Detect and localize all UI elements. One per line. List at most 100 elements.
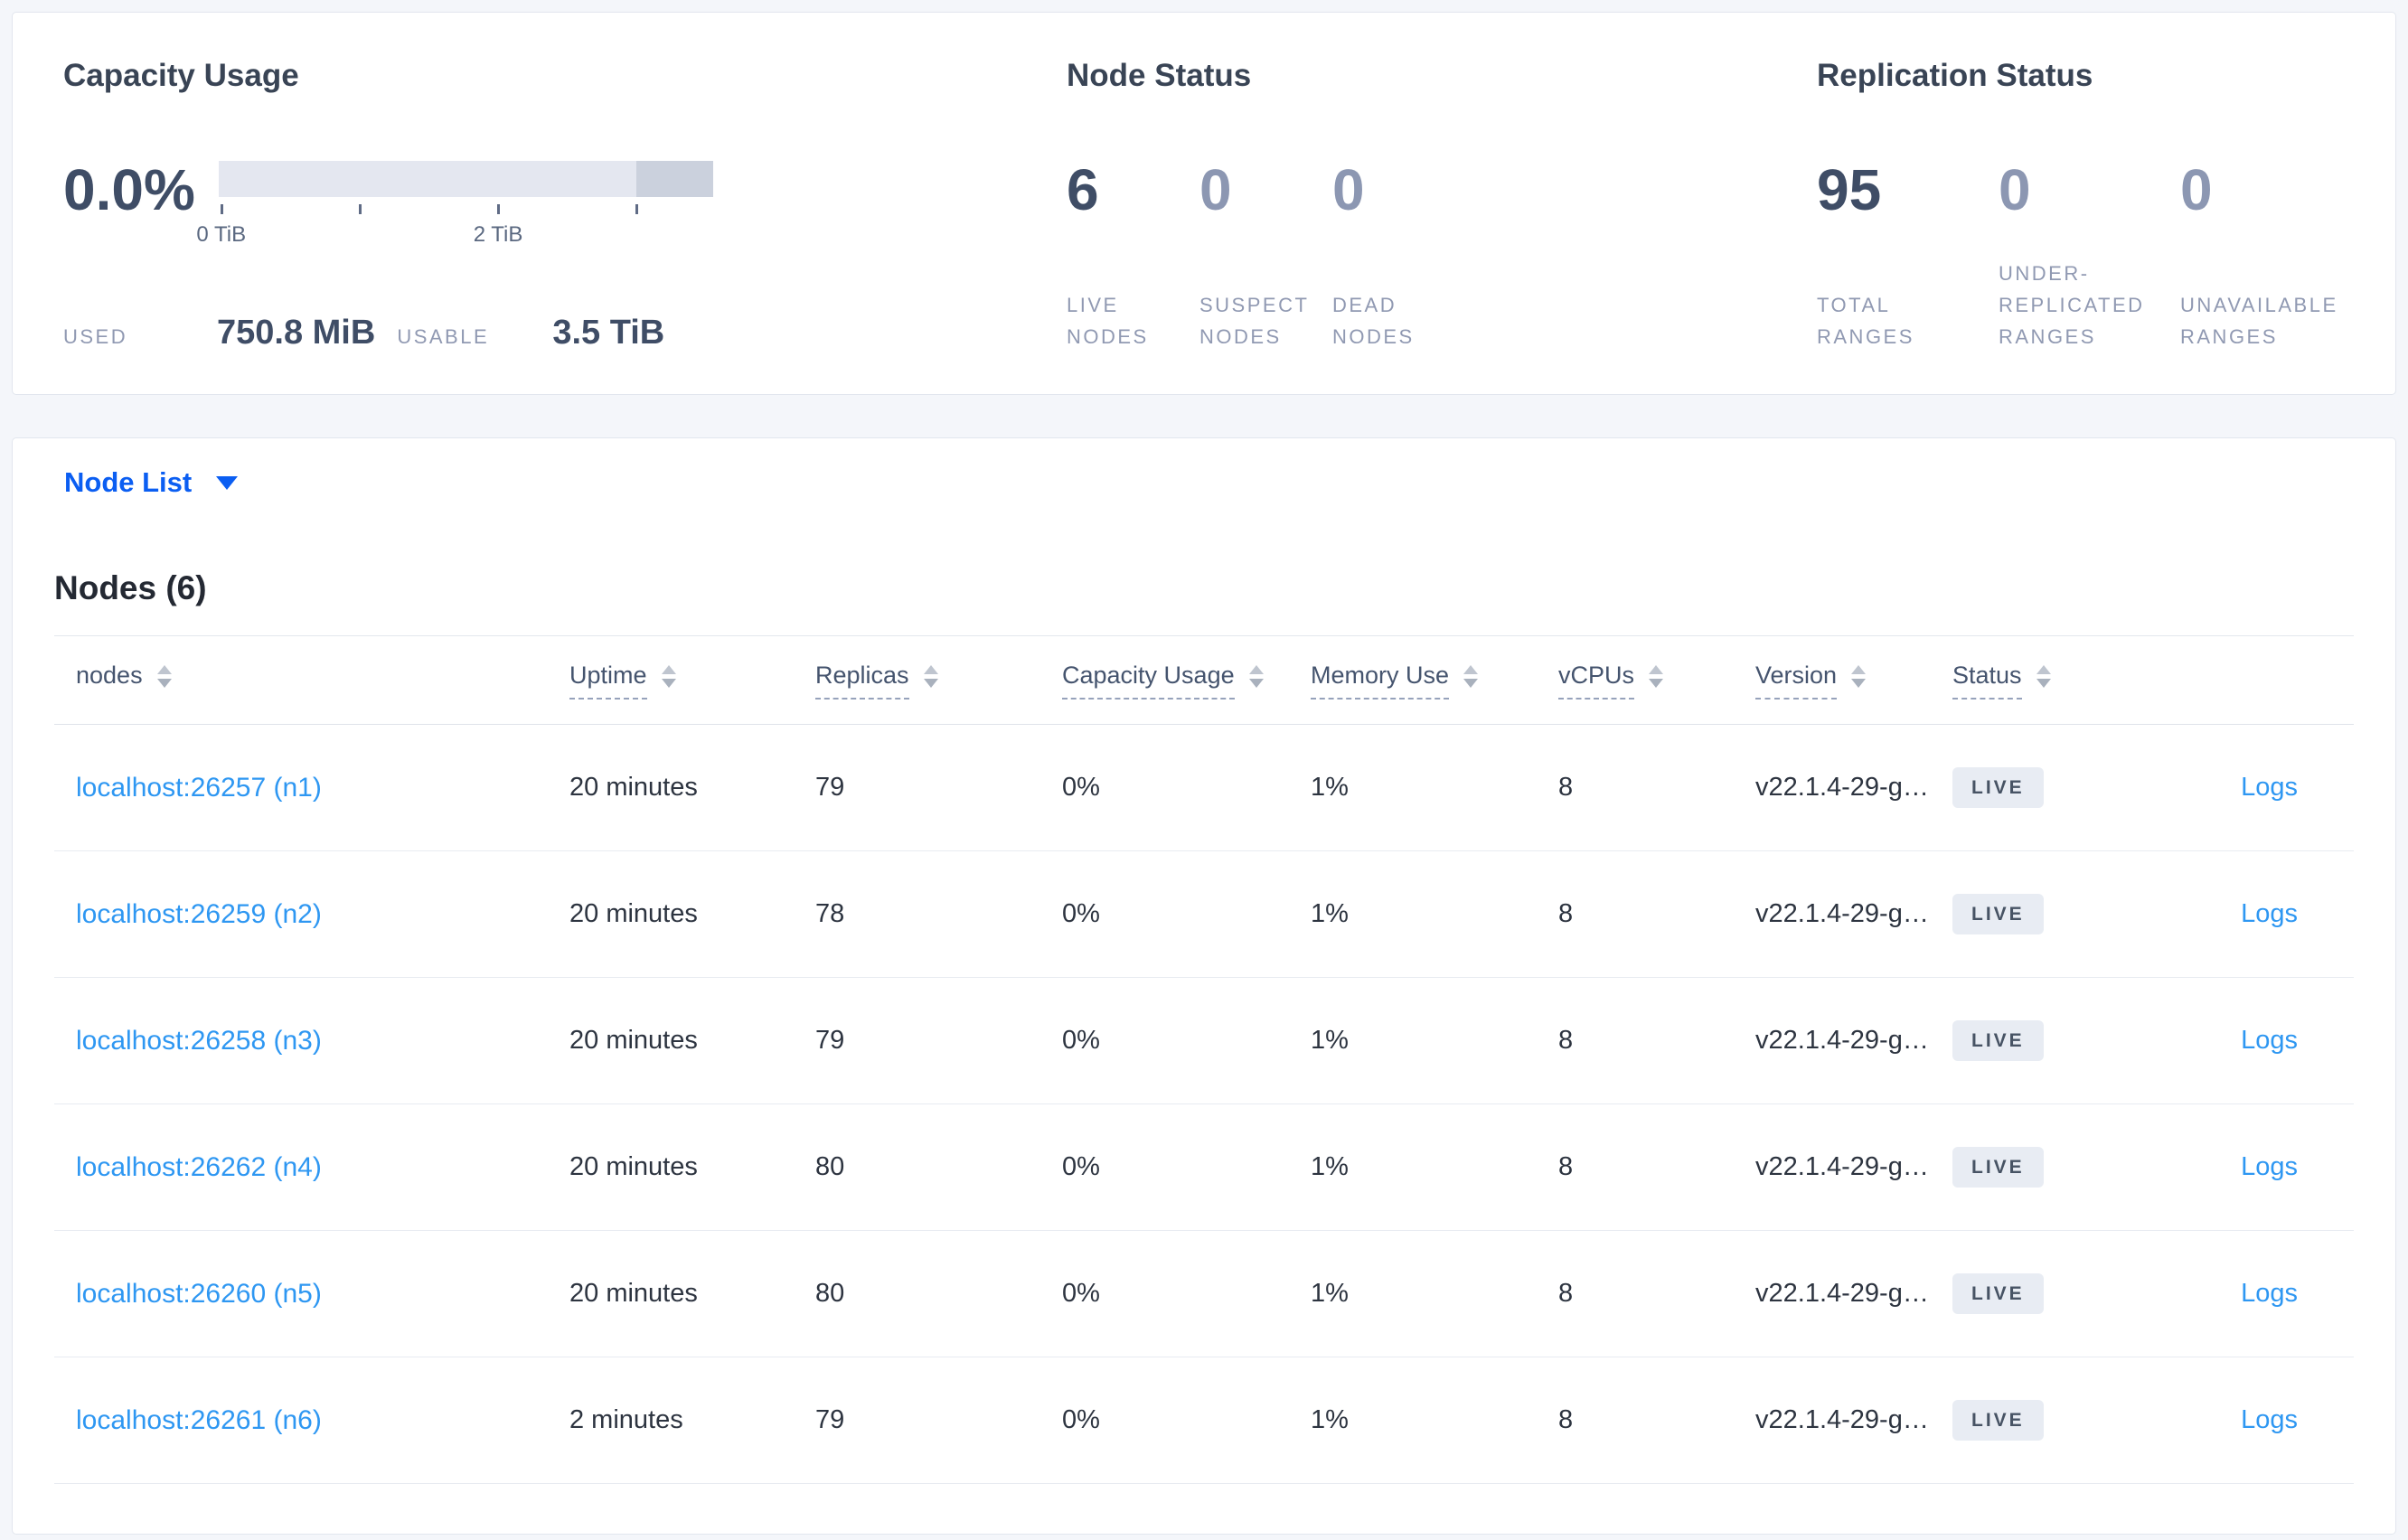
gauge-tick bbox=[635, 204, 639, 214]
nodes-card: Nodes (6) nodes Uptime Replicas Capacity… bbox=[12, 527, 2396, 1535]
sort-icon bbox=[923, 665, 938, 688]
node-status-section: Node Status 6 LIVE NODES 0 SUSPECT NODES… bbox=[1067, 54, 1817, 394]
node-link[interactable]: localhost:26258 (n3) bbox=[76, 1025, 322, 1056]
under-replicated-ranges-count: 0 bbox=[1999, 157, 2031, 222]
unavailable-ranges-metric: 0 UNAVAILABLE RANGES bbox=[2180, 161, 2362, 352]
status-badge: LIVE bbox=[1952, 894, 2044, 934]
vcpus-cell: 8 bbox=[1558, 1279, 1574, 1308]
vcpus-cell: 8 bbox=[1558, 773, 1574, 802]
live-nodes-label: LIVE NODES bbox=[1067, 294, 1149, 348]
logs-link[interactable]: Logs bbox=[2241, 1152, 2298, 1181]
column-header-replicas[interactable]: Replicas bbox=[815, 662, 1062, 700]
suspect-nodes-metric: 0 SUSPECT NODES bbox=[1199, 161, 1332, 352]
version-cell: v22.1.4-29-g… bbox=[1755, 1405, 1929, 1434]
total-ranges-metric: 95 TOTAL RANGES bbox=[1817, 161, 1999, 352]
replication-status-title: Replication Status bbox=[1817, 58, 2093, 93]
node-link[interactable]: localhost:26257 (n1) bbox=[76, 772, 322, 803]
table-row: localhost:26260 (n5) 20 minutes 80 0% 1%… bbox=[54, 1231, 2354, 1357]
usable-label: USABLE bbox=[397, 325, 490, 348]
replicas-cell: 80 bbox=[815, 1152, 845, 1181]
memory-use-cell: 1% bbox=[1311, 1405, 1349, 1434]
status-badge: LIVE bbox=[1952, 1147, 2044, 1188]
memory-use-cell: 1% bbox=[1311, 899, 1349, 928]
column-header-vcpus[interactable]: vCPUs bbox=[1558, 662, 1755, 700]
chevron-down-icon bbox=[216, 475, 239, 490]
node-list-dropdown-label: Node List bbox=[64, 466, 193, 498]
status-badge: LIVE bbox=[1952, 1020, 2044, 1061]
gauge-tick bbox=[497, 204, 501, 214]
capacity-usage-cell: 0% bbox=[1062, 1405, 1100, 1434]
status-badge: LIVE bbox=[1952, 1273, 2044, 1314]
used-label: USED bbox=[63, 325, 128, 348]
logs-link[interactable]: Logs bbox=[2241, 899, 2298, 928]
sort-icon bbox=[1851, 665, 1867, 688]
dead-nodes-label: DEAD NODES bbox=[1332, 294, 1415, 348]
replicas-cell: 79 bbox=[815, 1026, 845, 1055]
logs-link[interactable]: Logs bbox=[2241, 1405, 2298, 1434]
uptime-cell: 2 minutes bbox=[569, 1405, 683, 1434]
replicas-cell: 79 bbox=[815, 1405, 845, 1434]
replicas-cell: 80 bbox=[815, 1279, 845, 1308]
sort-icon bbox=[2036, 665, 2051, 688]
version-cell: v22.1.4-29-g… bbox=[1755, 899, 1929, 928]
uptime-cell: 20 minutes bbox=[569, 773, 698, 802]
used-value: 750.8 MiB bbox=[217, 314, 376, 352]
memory-use-cell: 1% bbox=[1311, 773, 1349, 802]
live-nodes-count: 6 bbox=[1067, 157, 1099, 222]
vcpus-cell: 8 bbox=[1558, 1405, 1574, 1434]
node-link[interactable]: localhost:26259 (n2) bbox=[76, 898, 322, 929]
logs-link[interactable]: Logs bbox=[2241, 1026, 2298, 1055]
dead-nodes-count: 0 bbox=[1332, 157, 1365, 222]
capacity-usage-cell: 0% bbox=[1062, 1279, 1100, 1308]
logs-link[interactable]: Logs bbox=[2241, 773, 2298, 802]
capacity-usage-cell: 0% bbox=[1062, 773, 1100, 802]
version-cell: v22.1.4-29-g… bbox=[1755, 1152, 1929, 1181]
version-cell: v22.1.4-29-g… bbox=[1755, 773, 1929, 802]
table-row: localhost:26258 (n3) 20 minutes 79 0% 1%… bbox=[54, 978, 2354, 1104]
table-row: localhost:26257 (n1) 20 minutes 79 0% 1%… bbox=[54, 725, 2354, 851]
node-list-dropdown[interactable]: Node List bbox=[12, 437, 2396, 528]
capacity-usage-title: Capacity Usage bbox=[63, 58, 299, 93]
nodes-heading: Nodes (6) bbox=[54, 569, 207, 606]
table-row: localhost:26261 (n6) 2 minutes 79 0% 1% … bbox=[54, 1357, 2354, 1484]
replication-status-section: Replication Status 95 TOTAL RANGES 0 UND… bbox=[1817, 54, 2395, 394]
memory-use-cell: 1% bbox=[1311, 1152, 1349, 1181]
capacity-gauge: 0 TiB 2 TiB bbox=[196, 161, 713, 251]
live-nodes-metric: 6 LIVE NODES bbox=[1067, 161, 1199, 352]
capacity-usage-cell: 0% bbox=[1062, 1152, 1100, 1181]
column-header-memory-use[interactable]: Memory Use bbox=[1311, 662, 1558, 700]
gauge-tick-label-2tib: 2 TiB bbox=[473, 222, 523, 247]
memory-use-cell: 1% bbox=[1311, 1026, 1349, 1055]
node-link[interactable]: localhost:26262 (n4) bbox=[76, 1151, 322, 1182]
nodes-table-header: nodes Uptime Replicas Capacity Usage Mem… bbox=[54, 636, 2354, 725]
column-header-version[interactable]: Version bbox=[1755, 662, 1952, 700]
sort-icon bbox=[1463, 665, 1479, 688]
uptime-cell: 20 minutes bbox=[569, 899, 698, 928]
gauge-tick-label-0tib: 0 TiB bbox=[196, 222, 247, 247]
node-status-title: Node Status bbox=[1067, 58, 1252, 93]
column-header-capacity-usage[interactable]: Capacity Usage bbox=[1062, 662, 1311, 700]
node-link[interactable]: localhost:26261 (n6) bbox=[76, 1404, 322, 1435]
table-row: localhost:26259 (n2) 20 minutes 78 0% 1%… bbox=[54, 851, 2354, 978]
version-cell: v22.1.4-29-g… bbox=[1755, 1026, 1929, 1055]
memory-use-cell: 1% bbox=[1311, 1279, 1349, 1308]
capacity-usage-cell: 0% bbox=[1062, 899, 1100, 928]
replicas-cell: 78 bbox=[815, 899, 845, 928]
vcpus-cell: 8 bbox=[1558, 899, 1574, 928]
column-header-status[interactable]: Status bbox=[1952, 662, 2200, 700]
column-header-nodes[interactable]: nodes bbox=[54, 662, 569, 700]
sort-icon bbox=[1248, 665, 1264, 688]
capacity-gauge-bar bbox=[219, 161, 713, 197]
column-header-uptime[interactable]: Uptime bbox=[569, 662, 815, 700]
node-link[interactable]: localhost:26260 (n5) bbox=[76, 1278, 322, 1309]
capacity-gauge-end-segment bbox=[636, 161, 713, 197]
sort-icon bbox=[156, 665, 172, 688]
sort-icon bbox=[661, 665, 676, 688]
suspect-nodes-label: SUSPECT NODES bbox=[1199, 294, 1310, 348]
logs-link[interactable]: Logs bbox=[2241, 1279, 2298, 1308]
table-divider bbox=[54, 635, 2354, 636]
gauge-tick bbox=[358, 204, 362, 214]
dead-nodes-metric: 0 DEAD NODES bbox=[1332, 161, 1465, 352]
uptime-cell: 20 minutes bbox=[569, 1279, 698, 1308]
